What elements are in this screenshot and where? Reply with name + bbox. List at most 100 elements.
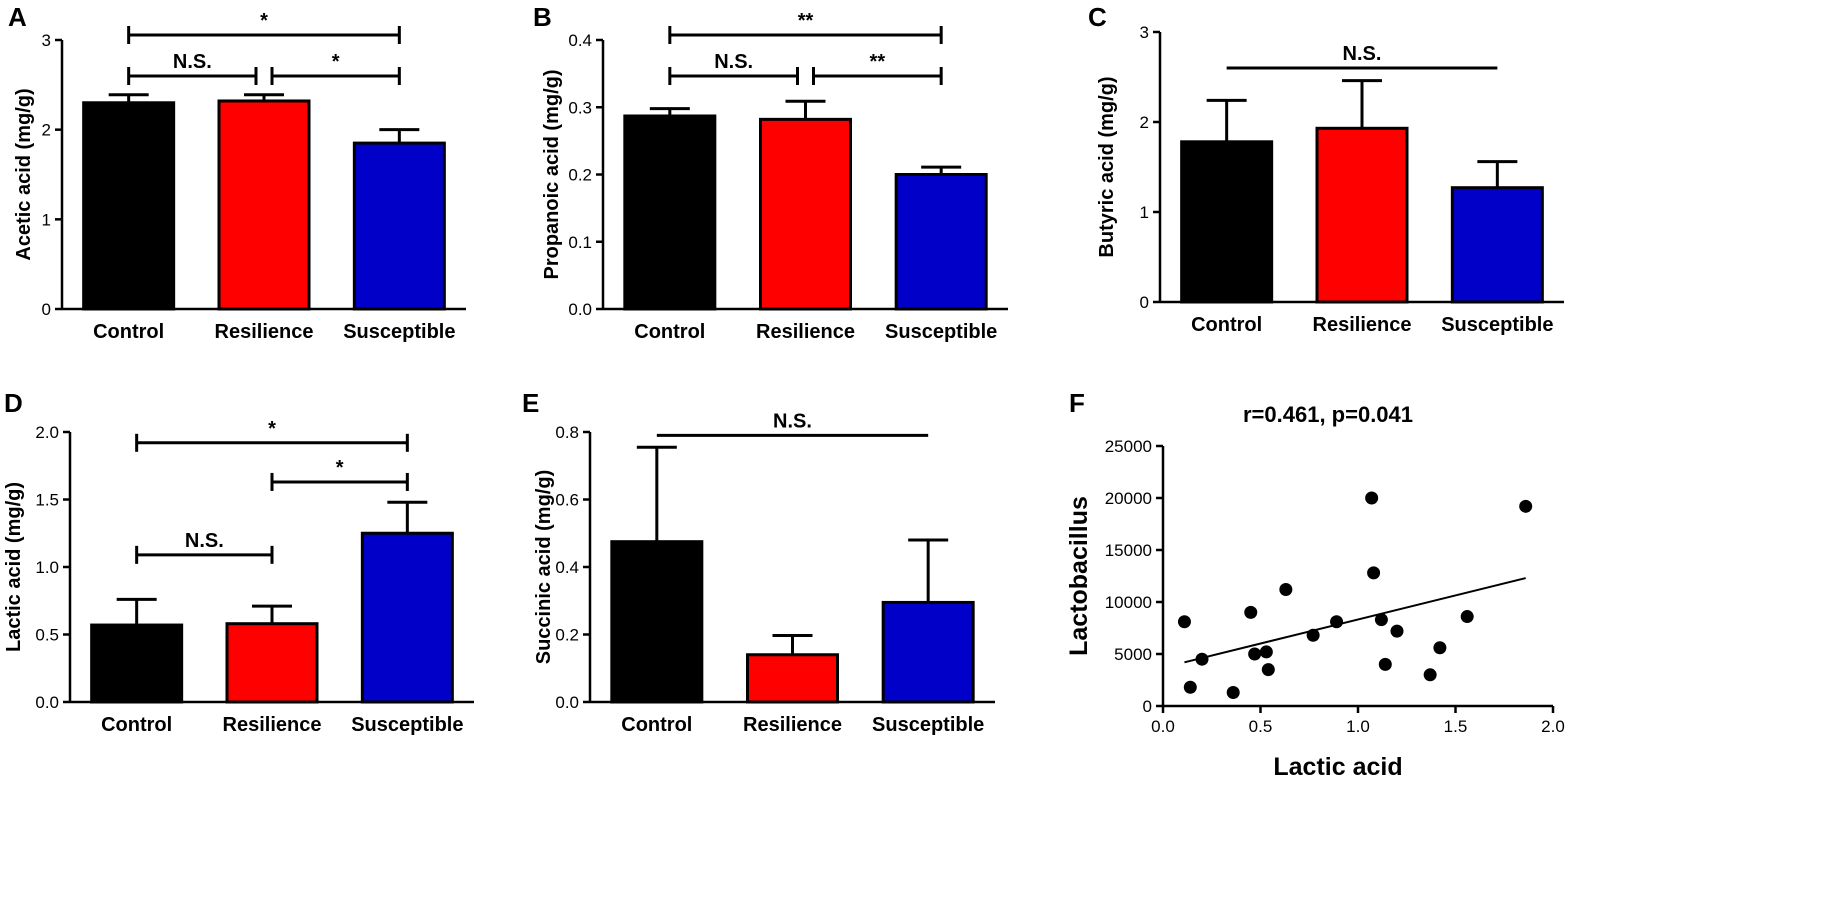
data-point: [1367, 566, 1381, 580]
x-tick-label: Control: [93, 321, 164, 343]
data-point: [1261, 663, 1275, 677]
y-tick-label: 0.5: [35, 626, 59, 645]
y-tick-label: 0.0: [35, 693, 59, 712]
y-axis-label: Acetic acid (mg/g): [13, 88, 35, 260]
y-tick-label: 5000: [1114, 645, 1152, 664]
bar-susceptible: [894, 173, 988, 311]
panel-b: B 0.0 0.1 0.2 0.3 0.4 Propanoic acid (mg/g) Con…: [533, 2, 1008, 343]
bar-resilience: [759, 117, 852, 311]
x-axis-label: Lactic acid: [1273, 753, 1402, 781]
data-point: [1330, 615, 1344, 629]
x-tick-label: Susceptible: [351, 714, 463, 736]
x-tick-label: Susceptible: [1441, 314, 1553, 336]
significance-label: **: [870, 51, 886, 73]
trend-line: [1184, 577, 1526, 664]
significance-label: *: [332, 51, 340, 73]
panel-letter: E: [522, 388, 539, 418]
y-tick-label: 0.6: [555, 491, 579, 510]
y-tick-label: 15000: [1105, 541, 1152, 560]
y-tick-label: 1: [1140, 203, 1149, 222]
bar-susceptible: [1450, 186, 1544, 304]
y-tick-label: 2: [42, 121, 51, 140]
y-tick-label: 20000: [1105, 489, 1152, 508]
x-tick-label: Susceptible: [343, 321, 455, 343]
x-tick-label: Control: [634, 321, 705, 343]
y-tick-label: 25000: [1105, 437, 1152, 456]
y-tick-label: 0: [42, 300, 51, 319]
significance-label: *: [268, 418, 276, 440]
x-tick-label: 1.5: [1444, 717, 1468, 736]
data-point: [1378, 657, 1392, 671]
panel-f: F 0 5000 10000 15000 20000 25000 Lactobacillus 0…: [1065, 388, 1565, 781]
data-point: [1306, 628, 1320, 642]
x-tick-label: Control: [621, 714, 692, 736]
x-tick-label: 1.0: [1346, 717, 1370, 736]
x-tick-label: Resilience: [223, 714, 322, 736]
panel-d: D 0.0 0.5 1.0 1.5 2.0 Lactic acid (mg/g) Contro…: [3, 388, 474, 736]
y-tick-label: 0: [1143, 697, 1152, 716]
y-axis-label: Butyric acid (mg/g): [1096, 76, 1118, 257]
y-tick-label: 0.1: [568, 233, 592, 252]
y-axis-label: Lactobacillus: [1065, 496, 1093, 656]
y-tick-label: 0.0: [555, 693, 579, 712]
significance-label: N.S.: [185, 530, 224, 552]
significance-label: N.S.: [773, 410, 812, 432]
data-point: [1423, 668, 1437, 682]
y-tick-label: 0.4: [568, 31, 592, 50]
y-tick-label: 10000: [1105, 593, 1152, 612]
significance-label: N.S.: [1343, 43, 1382, 65]
significance-label: N.S.: [714, 51, 753, 73]
x-tick-label: Susceptible: [872, 714, 984, 736]
data-point: [1374, 613, 1388, 627]
panel-e: E 0.0 0.2 0.4 0.6 0.8 Succinic acid (mg/g) Cont…: [522, 388, 995, 736]
x-tick-label: 2.0: [1541, 717, 1565, 736]
significance-label: *: [336, 457, 344, 479]
panel-c: C 0 1 2 3 Butyric acid (mg/g) Control Resilienc…: [1088, 2, 1564, 336]
y-tick-label: 0.2: [555, 626, 579, 645]
bar-susceptible: [360, 531, 454, 704]
chart-title: r=0.461, p=0.041: [1243, 402, 1413, 427]
x-tick-label: Control: [101, 714, 172, 736]
bar-susceptible: [352, 141, 446, 311]
x-tick-label: Susceptible: [885, 321, 997, 343]
y-tick-label: 3: [1140, 23, 1149, 42]
y-tick-label: 0: [1140, 293, 1149, 312]
significance-label: **: [798, 10, 814, 32]
y-axis-label: Lactic acid (mg/g): [3, 482, 25, 652]
panel-letter: C: [1088, 2, 1107, 32]
data-point: [1177, 615, 1191, 629]
x-tick-label: 0.5: [1249, 717, 1273, 736]
bar-susceptible: [881, 600, 975, 704]
y-tick-label: 2.0: [35, 423, 59, 442]
data-point: [1279, 583, 1293, 597]
y-tick-label: 0.2: [568, 166, 592, 185]
y-tick-label: 1.5: [35, 491, 59, 510]
x-tick-label: Resilience: [215, 321, 314, 343]
y-tick-label: 3: [42, 31, 51, 50]
bar-resilience: [217, 99, 311, 311]
y-axis-label: Succinic acid (mg/g): [533, 470, 555, 664]
data-point: [1390, 624, 1404, 638]
panel-letter: B: [533, 2, 552, 32]
y-tick-label: 0.3: [568, 98, 592, 117]
bar-control: [90, 623, 184, 704]
data-point: [1365, 491, 1379, 505]
bar-resilience: [746, 653, 839, 704]
data-point: [1248, 647, 1262, 661]
y-tick-label: 0.0: [568, 300, 592, 319]
bar-resilience: [225, 622, 319, 704]
x-tick-label: 0.0: [1151, 717, 1175, 736]
x-tick-label: Resilience: [1313, 314, 1412, 336]
data-point: [1183, 680, 1197, 694]
data-point: [1195, 652, 1209, 666]
panel-letter: A: [8, 2, 27, 32]
y-tick-label: 2: [1140, 113, 1149, 132]
significance-label: *: [260, 10, 268, 32]
data-point: [1433, 641, 1447, 655]
data-point: [1226, 685, 1240, 699]
panel-letter: D: [4, 388, 23, 418]
bar-control: [1180, 140, 1274, 304]
x-tick-label: Resilience: [756, 321, 855, 343]
x-tick-label: Resilience: [743, 714, 842, 736]
